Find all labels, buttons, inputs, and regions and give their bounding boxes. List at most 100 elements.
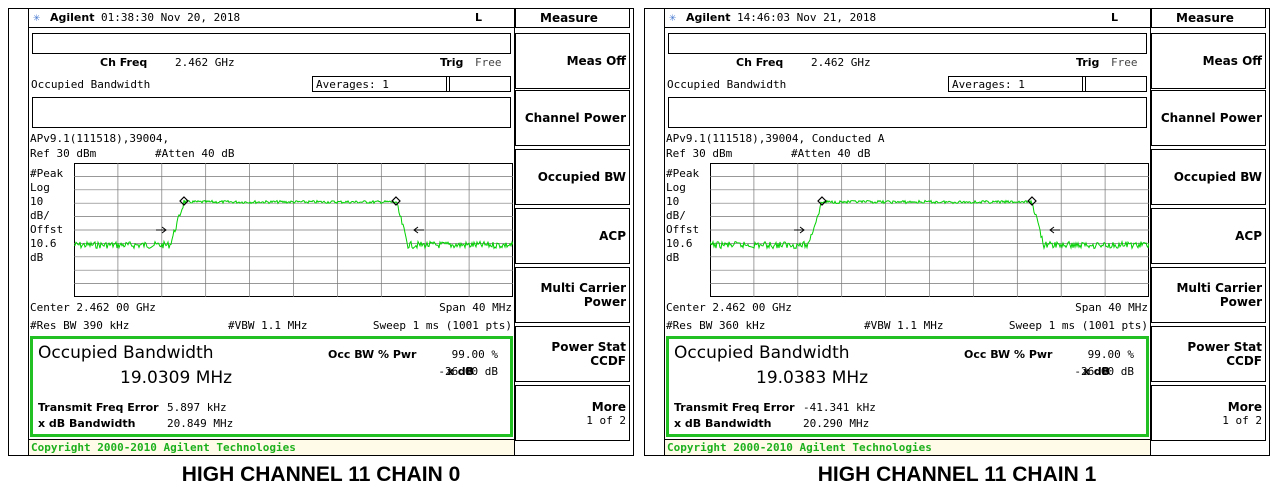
softkey-label: Channel Power <box>524 111 626 125</box>
brand: Agilent <box>686 11 731 24</box>
softkey-label: 1 of 2 <box>1222 413 1262 427</box>
xdb: -26.00 dB <box>438 365 498 378</box>
message-box <box>668 33 1147 54</box>
averages: Averages: 1 <box>952 78 1025 91</box>
softkey-label: Power <box>1219 295 1262 309</box>
averages-box <box>312 76 450 92</box>
softkey-label: Power Stat <box>1187 340 1262 354</box>
meas-name: Occupied Bandwidth <box>31 78 151 91</box>
scale-label: #Peak <box>30 167 64 180</box>
softkey[interactable]: Occupied BW <box>515 149 630 205</box>
marker <box>817 196 827 206</box>
caption: HIGH CHANNEL 11 CHAIN 0 <box>181 463 461 486</box>
softkey-label: CCDF <box>590 354 626 368</box>
softkey-label: Occupied BW <box>1173 170 1262 184</box>
softkey[interactable]: More 1 of 2 <box>515 385 630 441</box>
scale-label: 10 <box>666 195 680 208</box>
softkey-label: Multi Carrier <box>540 281 626 295</box>
scale-label: Log <box>30 181 50 194</box>
scale-label: dB <box>666 251 680 264</box>
trig: Free <box>475 56 502 69</box>
status-icon: ✳ <box>33 10 41 24</box>
result-box <box>30 336 513 437</box>
softkey[interactable]: Multi Carrier Power <box>515 267 630 323</box>
softkey[interactable]: More 1 of 2 <box>1151 385 1266 441</box>
softkey[interactable]: ACP <box>515 208 630 264</box>
res-bw: #Res BW 360 kHz <box>666 319 766 332</box>
scale-label: dB/ <box>30 209 50 222</box>
xdbbw: 20.290 MHz <box>803 417 870 430</box>
softkey-label: Power Stat <box>551 340 626 354</box>
softkey-label: CCDF <box>1226 354 1262 368</box>
xdb-label: x dB <box>1082 365 1110 378</box>
softkey-label: More <box>1227 399 1262 414</box>
brand: Agilent <box>50 11 95 24</box>
status-flag: L <box>475 11 483 24</box>
scale-label: #Peak <box>666 167 700 180</box>
scale-label: dB <box>30 251 44 264</box>
res-bw: #Res BW 390 kHz <box>30 319 130 332</box>
ref-level: Ref 30 dBm <box>30 147 97 160</box>
sweep: Sweep 1 ms (1001 pts) <box>1008 319 1148 332</box>
xdbbw: 20.849 MHz <box>167 417 234 430</box>
arrow-marker <box>794 226 805 234</box>
span: Span 40 MHz <box>439 301 512 314</box>
header-rule <box>28 27 515 28</box>
pwr-label: Occ BW % Pwr <box>964 348 1053 361</box>
vbw: #VBW 1.1 MHz <box>228 319 308 332</box>
info-box <box>32 97 511 128</box>
vbw: #VBW 1.1 MHz <box>864 319 944 332</box>
softkey-label: Power <box>583 295 626 309</box>
averages-indicator <box>446 76 511 92</box>
softkey[interactable]: Power Stat CCDF <box>1151 326 1266 382</box>
sweep: Sweep 1 ms (1001 pts) <box>372 319 512 332</box>
softkey-label: More <box>591 399 626 414</box>
softkey[interactable]: Occupied BW <box>1151 149 1266 205</box>
softkey[interactable]: Meas Off <box>515 33 630 89</box>
trig-label: Trig <box>1076 56 1100 69</box>
result-box <box>666 336 1149 437</box>
trig: Free <box>1111 56 1138 69</box>
softkey[interactable]: Multi Carrier Power <box>1151 267 1266 323</box>
copyright: Copyright 2000-2010 Agilent Technologies <box>31 441 296 454</box>
averages: Averages: 1 <box>316 78 389 91</box>
softkey[interactable]: Channel Power <box>1151 90 1266 146</box>
menu-title-box <box>1151 8 1266 28</box>
arrow-marker <box>413 226 424 234</box>
softkey-label: Multi Carrier <box>1176 281 1262 295</box>
softkey-label: 1 of 2 <box>586 413 626 427</box>
marker <box>1027 196 1037 206</box>
arrow-marker <box>1049 226 1060 234</box>
scale-label: 10.6 <box>30 237 57 250</box>
ch-freq-label: Ch Freq <box>736 56 784 69</box>
info-box <box>668 97 1147 128</box>
softkey[interactable]: Meas Off <box>1151 33 1266 89</box>
marker <box>391 196 401 206</box>
tfe: -41.341 kHz <box>803 401 876 414</box>
message-box <box>32 33 511 54</box>
scale-label: Log <box>666 181 686 194</box>
attenuation: #Atten 40 dB <box>155 147 235 160</box>
scale-label: dB/ <box>666 209 686 222</box>
status-flag: L <box>1111 11 1119 24</box>
occ-bw: 19.0383 MHz <box>756 368 869 388</box>
header-rule <box>664 27 1151 28</box>
xdbbw-label: x dB Bandwidth <box>38 417 136 430</box>
softkey-label: Occupied BW <box>537 170 626 184</box>
softkey[interactable]: ACP <box>1151 208 1266 264</box>
menu-title: Measure <box>540 11 598 25</box>
softkey[interactable]: Power Stat CCDF <box>515 326 630 382</box>
graticule <box>74 163 513 297</box>
averages-box <box>948 76 1086 92</box>
graticule <box>710 163 1149 297</box>
ch-freq: 2.462 GHz <box>175 56 235 69</box>
trig-label: Trig <box>440 56 464 69</box>
copyright-box <box>664 439 1151 456</box>
softkey-label: Channel Power <box>1160 111 1262 125</box>
scale-label: Offst <box>30 223 64 236</box>
softkey[interactable]: Channel Power <box>515 90 630 146</box>
softkey-label: Meas Off <box>1202 54 1262 68</box>
pwr: 99.00 % <box>1087 348 1134 361</box>
datetime: 01:38:30 Nov 20, 2018 <box>101 11 241 24</box>
tfe: 5.897 kHz <box>167 401 227 414</box>
